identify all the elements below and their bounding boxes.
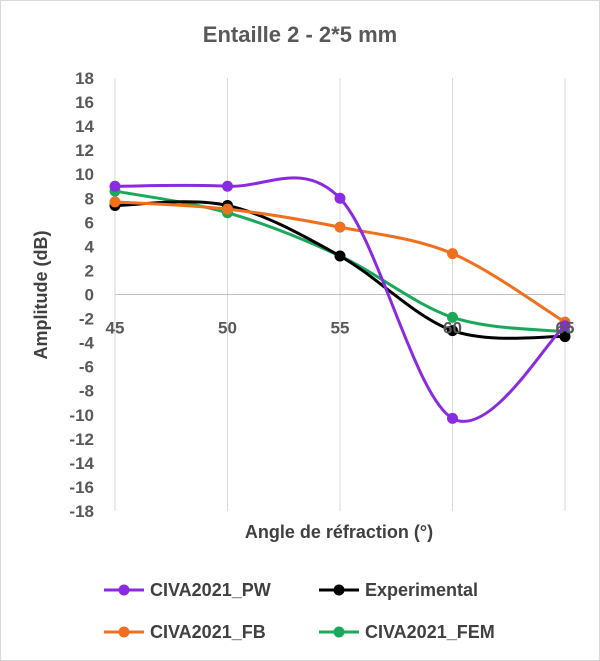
x-tick-label: 60 — [443, 319, 462, 338]
y-axis-label: Amplitude (dB) — [31, 231, 51, 360]
x-axis-label: Angle de réfraction (°) — [245, 522, 433, 542]
legend-item-civa2021-pw: CIVA2021_PW — [104, 580, 271, 600]
data-point-civa2021-fb — [334, 221, 346, 233]
y-tick-label: 2 — [85, 261, 94, 280]
series-experimental — [109, 199, 571, 343]
legend-label: Experimental — [365, 580, 478, 600]
y-tick-label: -4 — [79, 334, 95, 353]
data-point-civa2021-fb — [109, 196, 121, 208]
legend-label: CIVA2021_PW — [150, 580, 271, 600]
y-tick-label: -6 — [79, 358, 94, 377]
y-tick-label: -16 — [69, 478, 94, 497]
data-point-experimental — [334, 250, 346, 262]
legend: CIVA2021_PW Experimental CIVA2021_FB CIVA20… — [104, 580, 495, 642]
y-tick-label: 14 — [75, 117, 94, 136]
data-point-civa2021-fem — [447, 311, 458, 323]
legend-item-civa2021-fb: CIVA2021_FB — [104, 622, 266, 642]
y-tick-label: 8 — [85, 189, 94, 208]
data-point-civa2021-pw — [109, 180, 121, 192]
y-tick-label: 16 — [75, 93, 94, 112]
chart-title: Entaille 2 - 2*5 mm — [203, 22, 397, 47]
y-tick-label: -2 — [79, 310, 94, 329]
y-tick-label: -12 — [69, 430, 94, 449]
data-point-civa2021-pw — [334, 192, 346, 204]
x-tick-label: 45 — [106, 319, 125, 338]
series-layer — [109, 176, 571, 424]
x-tick-label: 65 — [556, 319, 575, 338]
y-tick-label: 4 — [85, 237, 95, 256]
legend-swatch-marker — [118, 584, 130, 596]
y-tick-label: 12 — [75, 141, 94, 160]
data-point-experimental — [559, 331, 571, 343]
series-civa2021-pw — [109, 176, 571, 424]
data-point-civa2021-fb — [447, 248, 458, 260]
y-tick-label: -8 — [79, 382, 94, 401]
x-tick-label: 50 — [218, 319, 237, 338]
tick-layer: 18 16 14 12 10 8 6 4 2 0 -2 -4 -6 -8 -10 -12 -14 -16 -18 45… — [69, 69, 574, 521]
data-point-civa2021-pw — [447, 412, 458, 424]
data-point-experimental — [447, 325, 458, 337]
legend-label: CIVA2021_FEM — [365, 622, 495, 642]
y-tick-label: 0 — [85, 286, 94, 305]
legend-item-civa2021-fem: CIVA2021_FEM — [319, 622, 495, 642]
legend-swatch-marker — [118, 626, 130, 638]
legend-label: CIVA2021_FB — [150, 622, 266, 642]
legend-swatch-marker — [333, 584, 345, 596]
y-tick-label: 18 — [75, 69, 94, 88]
y-tick-label: -14 — [69, 454, 94, 473]
legend-swatch-marker — [333, 626, 345, 638]
y-tick-label: -10 — [69, 406, 94, 425]
data-point-civa2021-pw — [559, 320, 571, 332]
data-point-civa2021-fb — [222, 203, 233, 215]
legend-item-experimental: Experimental — [319, 580, 478, 600]
data-point-civa2021-pw — [222, 180, 233, 192]
x-tick-label: 55 — [331, 319, 350, 338]
series-line-civa2021-pw — [114, 176, 566, 423]
y-tick-label: 10 — [75, 165, 94, 184]
y-tick-label: -18 — [69, 502, 94, 521]
y-tick-label: 6 — [85, 213, 94, 232]
